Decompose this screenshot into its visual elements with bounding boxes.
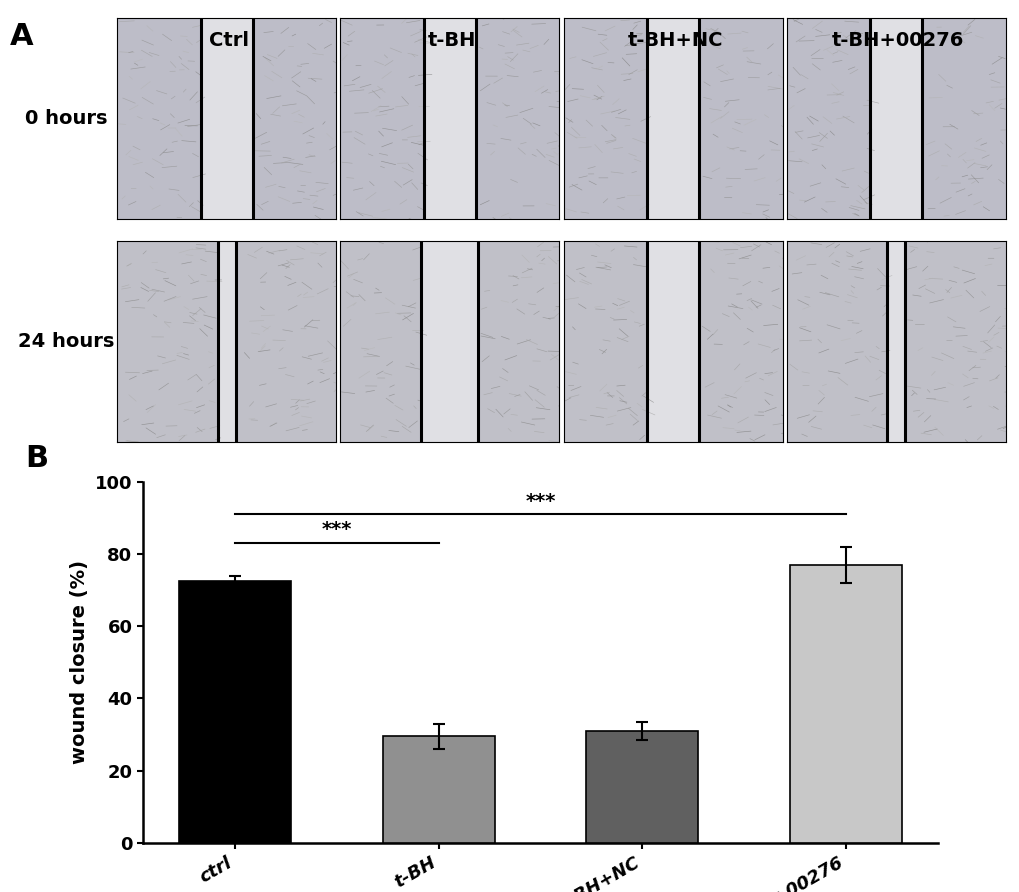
Text: 24 hours: 24 hours [18,332,114,351]
Text: ***: *** [321,520,352,540]
Bar [869,18,921,219]
Y-axis label: wound closure (%): wound closure (%) [70,560,90,764]
Bar [382,737,494,843]
Bar [646,18,699,219]
Text: t-BH+NC: t-BH+NC [627,31,722,50]
Bar [586,731,698,843]
Bar [218,241,235,442]
Text: B: B [25,443,49,473]
Text: A: A [10,22,34,52]
Text: Ctrl: Ctrl [209,31,249,50]
Text: t-BH+00276: t-BH+00276 [832,31,964,50]
Bar [421,241,478,442]
Bar [423,18,476,219]
Bar [178,581,290,843]
Text: ***: *** [525,491,555,510]
Bar [887,241,904,442]
Text: t-BH: t-BH [427,31,476,50]
Bar [201,18,253,219]
Bar [790,565,902,843]
Bar [646,241,699,442]
Text: 0 hours: 0 hours [25,109,107,128]
